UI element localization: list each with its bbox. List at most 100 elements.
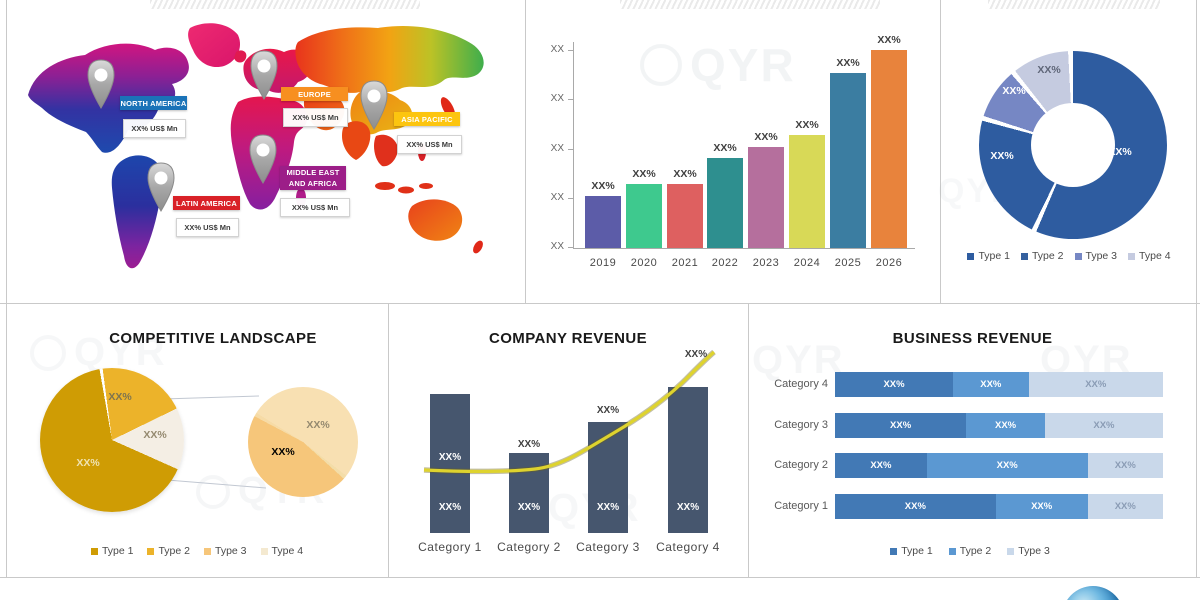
island-uk: [234, 50, 247, 63]
legend-swatch: [1074, 252, 1082, 260]
company-revenue-trend-line: [423, 349, 716, 475]
axis-tick: [568, 99, 573, 100]
x-tick-label: 2024: [793, 257, 821, 269]
region-india: [342, 121, 371, 160]
segment-type-3: XX%: [1028, 372, 1163, 397]
legend-swatch: [967, 252, 975, 260]
company-bar-value: XX%: [517, 502, 541, 513]
business-bar-category-2: XX% XX% XX%: [835, 453, 1163, 478]
pie-slice-label: XX%: [271, 446, 295, 458]
segment-type-2: XX%: [953, 372, 1029, 397]
business-category-label: Category 2: [774, 459, 828, 471]
donut-legend: Type 1 Type 2 Type 3 Type 4: [948, 250, 1190, 262]
legend-swatch: [90, 547, 98, 555]
legend-label: Type 3: [1018, 545, 1050, 557]
pie-slice-label: XX%: [108, 391, 132, 403]
business-revenue-title: BUSINESS REVENUE: [892, 330, 1053, 347]
company-line-value: XX%: [596, 405, 620, 416]
growth-bar-value: XX%: [795, 119, 819, 131]
company-category-label: Category 1: [418, 540, 482, 554]
pie-slice-label: XX%: [76, 457, 100, 469]
legend-swatch: [890, 547, 898, 555]
segment-value: XX%: [1085, 379, 1107, 390]
growth-bar-value: XX%: [836, 57, 860, 69]
legend-swatch: [1007, 547, 1015, 555]
axis-tick: [568, 198, 573, 199]
legend-item: Type 3: [1007, 545, 1050, 557]
legend-label: Type 2: [959, 545, 992, 557]
growth-bar-2019: [585, 196, 621, 248]
growth-bar-2026: [871, 50, 907, 248]
company-line-value: XX%: [438, 452, 462, 463]
x-tick-label: 2020: [630, 257, 658, 269]
growth-bar-2021: [667, 184, 703, 248]
segment-value: XX%: [1114, 460, 1136, 471]
growth-bar-2023: [748, 147, 784, 248]
legend-label: Type 3: [1085, 250, 1118, 262]
competitive-legend: Type 1 Type 2 Type 3 Type 4: [62, 545, 332, 557]
y-tick-label: XX: [550, 44, 564, 55]
market-share-detail-pie: [248, 387, 358, 497]
legend-item: Type 3: [204, 545, 247, 557]
company-line-value: XX%: [517, 439, 541, 450]
donut-slice-label: XX%: [1108, 146, 1132, 158]
frame-left-border: [6, 0, 7, 577]
continent-north-america: [28, 43, 189, 153]
donut-hole: [1031, 103, 1115, 187]
donut-slice-label: XX%: [1002, 85, 1026, 97]
growth-bar-2022: [707, 158, 743, 248]
legend-item: Type 1: [90, 545, 133, 557]
segment-value: XX%: [980, 379, 1002, 390]
divider-rows: [0, 303, 1200, 304]
island-indonesia: [375, 182, 395, 190]
segment-type-3: XX%: [1087, 494, 1163, 519]
segment-type-1: XX%: [835, 494, 996, 519]
segment-type-1: XX%: [835, 413, 967, 438]
growth-y-axis: [573, 42, 574, 248]
region-se-asia: [374, 134, 398, 167]
legend-label: Type 1: [901, 545, 933, 557]
brand-watermark: QYR: [640, 38, 796, 92]
continent-north-asia: [295, 25, 484, 93]
region-name: LATIN AMERICA: [173, 196, 240, 210]
divider-company-business: [748, 303, 749, 577]
competitive-landscape-title: COMPETITIVE LANDSCAPE: [109, 330, 317, 347]
company-bar-value: XX%: [596, 502, 620, 513]
brand-ring-icon: [640, 44, 682, 86]
business-category-label: Category 3: [774, 419, 828, 431]
y-tick-label: XX: [550, 93, 564, 104]
market-share-pie: [40, 368, 184, 512]
segment-value: XX%: [904, 501, 926, 512]
segment-value: XX%: [994, 420, 1017, 431]
growth-bar-value: XX%: [632, 168, 656, 180]
island-greenland: [188, 23, 241, 68]
axis-tick: [568, 247, 573, 248]
legend-item: Type 2: [948, 545, 992, 557]
growth-x-axis: [573, 248, 915, 249]
region-callout-north-america: NORTH AMERICA XX% US$ Mn: [120, 96, 187, 138]
x-tick-label: 2025: [834, 257, 862, 269]
brand-watermark-text: QYR: [690, 39, 796, 91]
segment-type-2: XX%: [926, 453, 1088, 478]
segment-value: XX%: [1093, 420, 1115, 431]
legend-swatch: [147, 547, 155, 555]
legend-item: Type 2: [1020, 250, 1064, 262]
growth-bar-value: XX%: [713, 142, 737, 154]
region-callout-latin-america: LATIN AMERICA XX% US$ Mn: [173, 196, 240, 237]
region-name: ASIA PACIFIC: [394, 112, 460, 126]
company-bar-category-4: [668, 387, 708, 533]
divider-growth-donut: [940, 0, 941, 303]
region-value: XX% US$ Mn: [283, 108, 348, 127]
segment-value: XX%: [996, 460, 1018, 471]
region-name: EUROPE: [281, 87, 348, 101]
business-category-label: Category 4: [774, 378, 828, 390]
frame-bottom-border: [0, 577, 1200, 578]
growth-bar-2020: [626, 184, 662, 248]
growth-bar-2025: [830, 73, 866, 248]
legend-item: Type 4: [260, 545, 303, 557]
company-category-label: Category 2: [497, 540, 561, 554]
region-value: XX% US$ Mn: [280, 198, 350, 217]
axis-tick: [568, 50, 573, 51]
region-name: MIDDLE EAST AND AFRICA: [280, 166, 346, 190]
